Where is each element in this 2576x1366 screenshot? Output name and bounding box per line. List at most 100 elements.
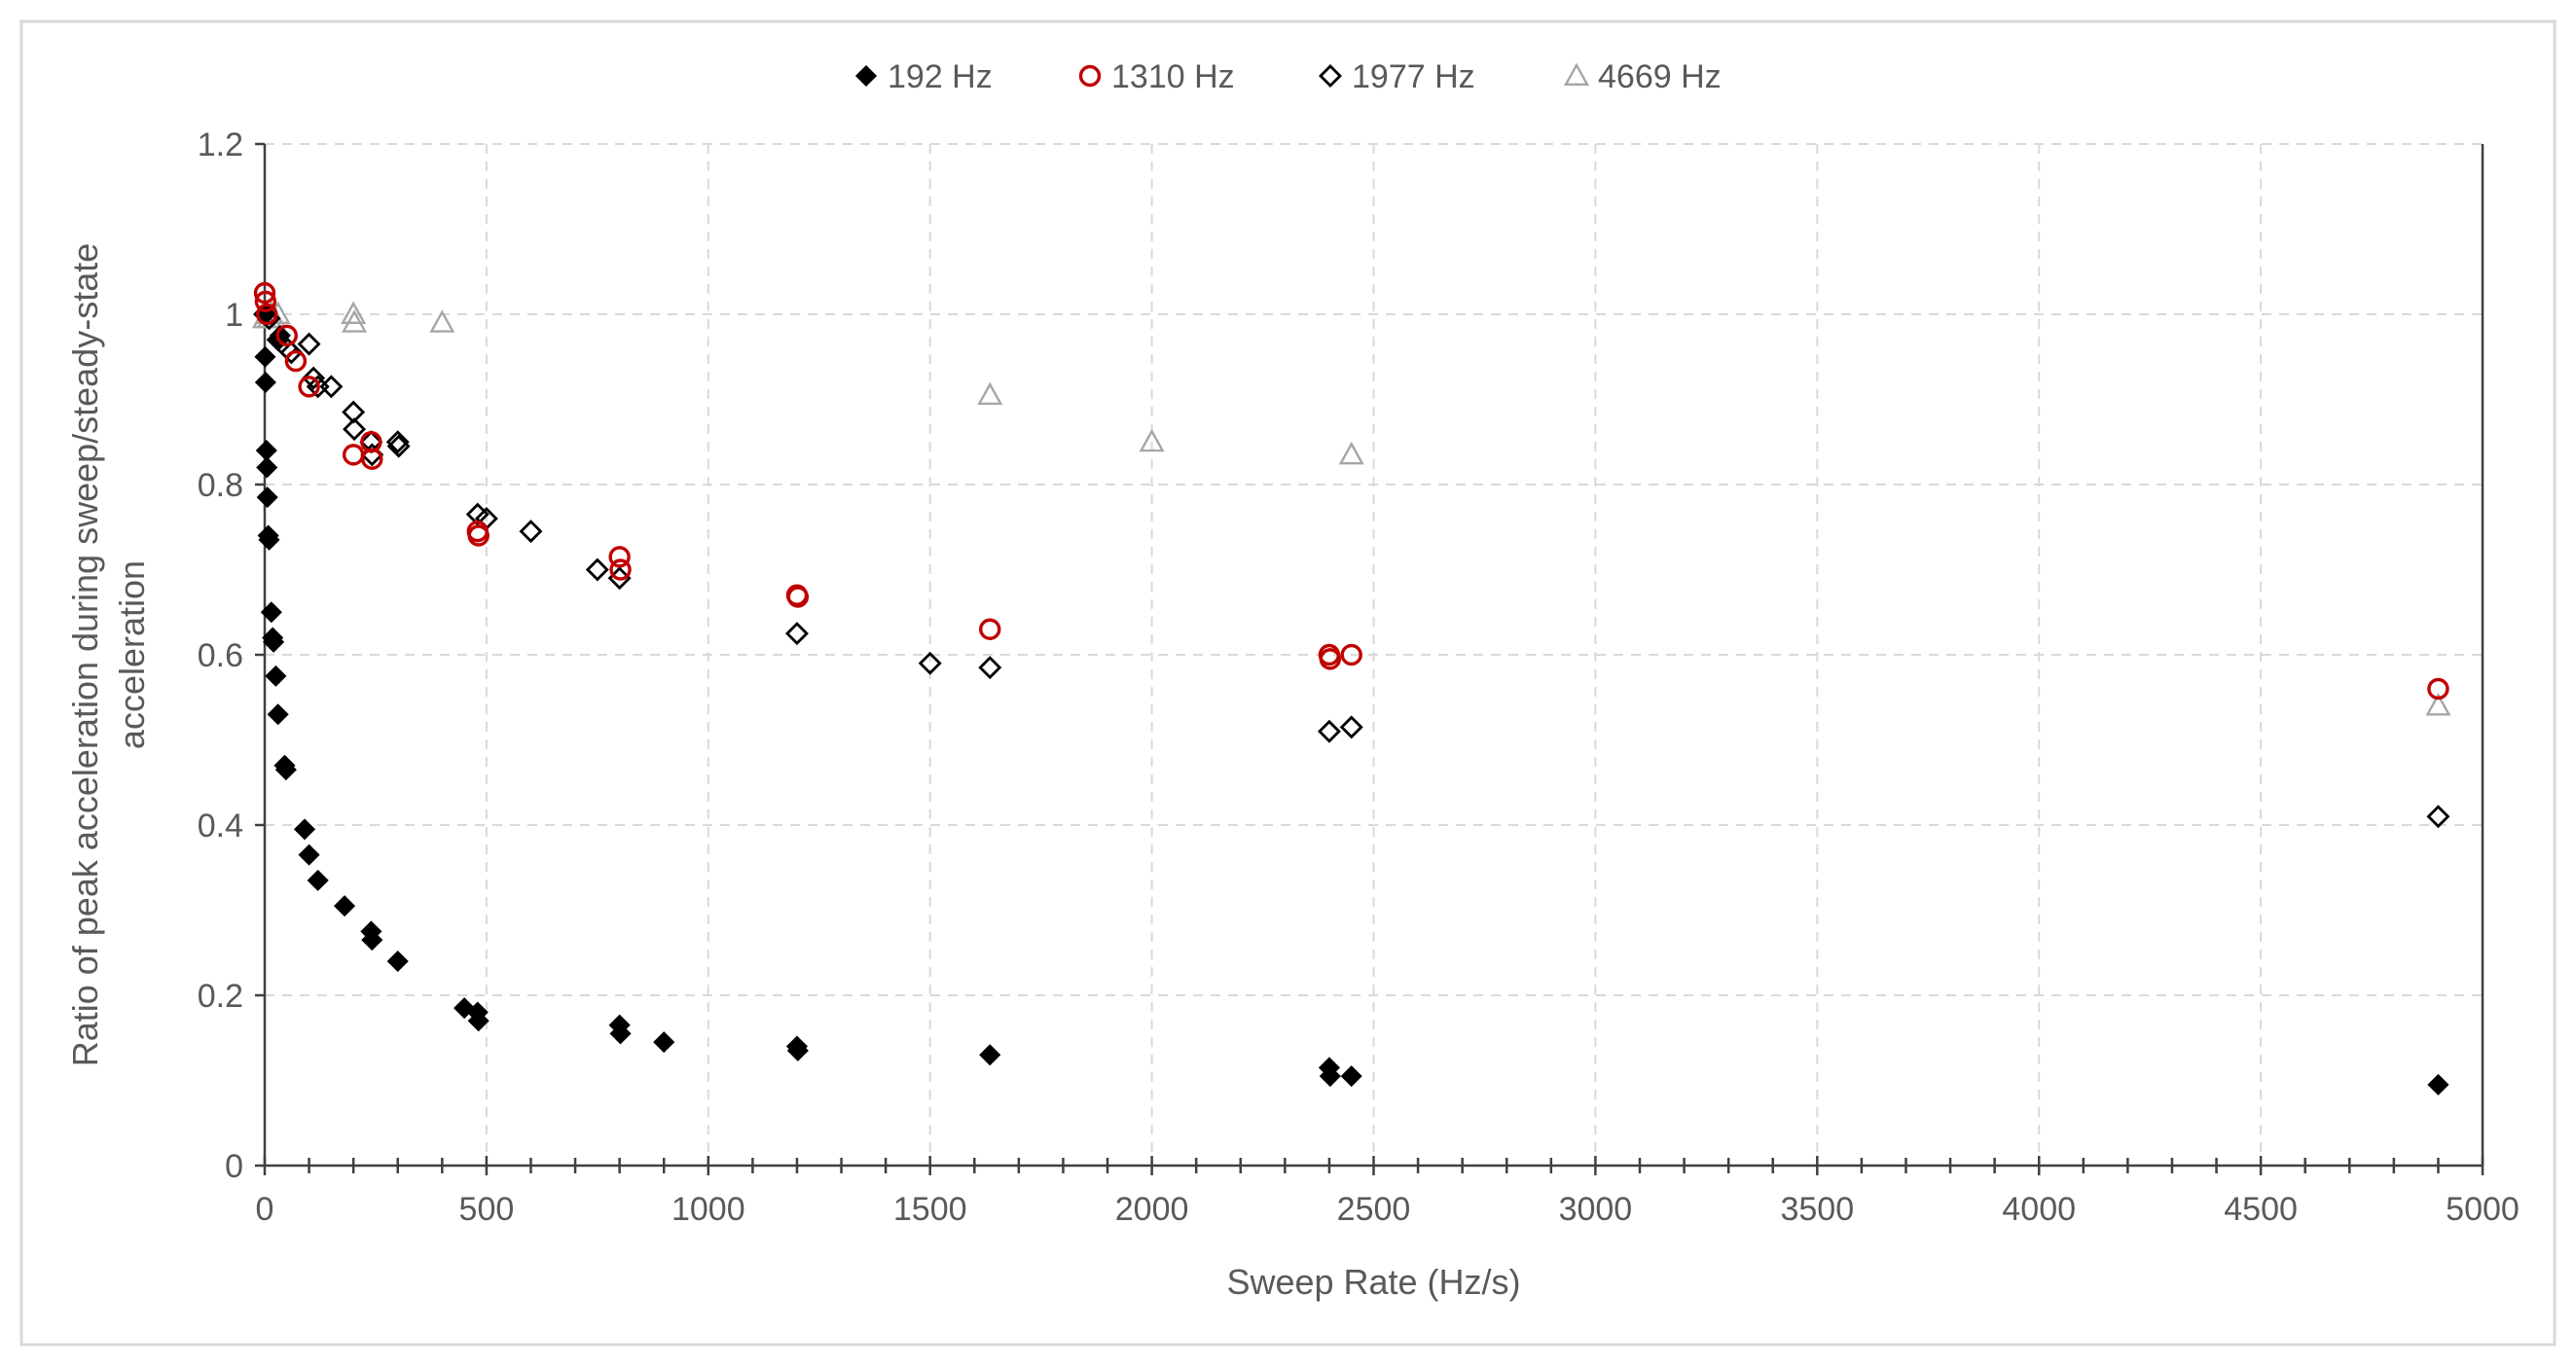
point-192-hz	[361, 929, 383, 952]
point-1977-hz	[978, 656, 1002, 680]
point-1977-hz	[319, 375, 344, 399]
point-1977-hz	[386, 434, 411, 458]
x-tick-label: 4500	[2224, 1191, 2298, 1228]
point-4669-hz	[429, 309, 455, 333]
point-1310-hz	[786, 586, 810, 608]
point-1310-hz	[467, 524, 490, 547]
point-192-hz	[979, 1044, 1001, 1066]
legend-marker-4669-hz	[1563, 62, 1590, 87]
point-1310-hz	[1340, 643, 1362, 666]
point-1977-hz	[343, 417, 367, 442]
y-tick-label: 1	[225, 297, 243, 334]
point-192-hz	[609, 1023, 632, 1045]
point-192-hz	[260, 601, 282, 624]
data-points	[251, 281, 2451, 1096]
y-axis-title-line: Ratio of peak acceleration during sweep/…	[65, 243, 105, 1067]
point-4669-hz	[342, 309, 368, 333]
point-1310-hz	[2427, 677, 2449, 701]
point-1977-hz	[385, 430, 410, 454]
x-tick-label: 3000	[1559, 1191, 1633, 1228]
point-1310-hz	[298, 376, 320, 398]
point-192-hz	[386, 950, 409, 973]
point-1310-hz	[284, 349, 308, 373]
point-1310-hz	[979, 618, 1001, 640]
legend-item-4669-hz: 4669 Hz	[1563, 58, 1722, 95]
x-tick-label: 5000	[2446, 1191, 2520, 1228]
x-tick-label: 500	[459, 1191, 515, 1228]
point-1977-hz	[1317, 719, 1341, 743]
legend-label: 4669 Hz	[1598, 58, 1722, 95]
legend-item-192-hz: 192 Hz	[854, 58, 993, 95]
point-192-hz	[2427, 1073, 2449, 1096]
point-192-hz	[256, 456, 278, 479]
point-1977-hz	[297, 332, 321, 356]
axis-titles: Sweep Rate (Hz/s) Ratio of peak accelerat…	[65, 243, 1521, 1302]
point-192-hz	[333, 895, 356, 917]
point-4669-hz	[1338, 441, 1364, 465]
x-tick-label: 2500	[1337, 1191, 1411, 1228]
point-1977-hz	[784, 622, 809, 646]
y-tick-label: 0.4	[198, 808, 243, 845]
point-192-hz	[254, 345, 276, 368]
legend-label: 192 Hz	[888, 58, 993, 95]
legend-label: 1310 Hz	[1111, 58, 1235, 95]
point-192-hz	[307, 869, 329, 891]
point-4669-hz	[2425, 693, 2451, 716]
y-axis-title: Ratio of peak acceleration during sweep/…	[65, 243, 152, 1067]
point-4669-hz	[341, 301, 367, 324]
y-tick-label: 0.2	[198, 978, 243, 1015]
axes: 0 0.2 0.4 0.6 0.8 1 1.2 0 500 1000 1500 2000 2500 300…	[198, 126, 2520, 1228]
y-tick-label: 1.2	[198, 126, 243, 163]
point-4669-hz	[1139, 428, 1165, 452]
point-1977-hz	[302, 366, 326, 390]
point-192-hz	[269, 324, 292, 346]
legend: 192 Hz 1310 Hz 1977 Hz 4669 Hz	[854, 58, 1722, 95]
legend-marker-1977-hz	[1319, 64, 1342, 88]
point-1310-hz	[608, 546, 631, 568]
y-tick-label: 0.6	[198, 637, 243, 674]
point-192-hz	[467, 1010, 490, 1032]
legend-marker-1310-hz	[1078, 64, 1102, 88]
point-192-hz	[293, 818, 316, 841]
point-192-hz	[258, 528, 280, 551]
point-192-hz	[653, 1031, 675, 1054]
point-1310-hz	[1319, 648, 1342, 670]
point-192-hz	[265, 665, 287, 687]
x-axis-title: Sweep Rate (Hz/s)	[1226, 1262, 1520, 1302]
point-1977-hz	[2426, 805, 2450, 829]
x-tick-label: 0	[256, 1191, 274, 1228]
point-192-hz	[263, 630, 285, 653]
point-192-hz	[298, 844, 320, 866]
legend-item-1977-hz: 1977 Hz	[1319, 58, 1475, 95]
legend-item-1310-hz: 1310 Hz	[1078, 58, 1235, 95]
point-1977-hz	[918, 651, 942, 675]
point-4669-hz	[977, 381, 1003, 406]
point-192-hz	[1319, 1065, 1341, 1088]
point-1310-hz	[256, 303, 278, 326]
point-1977-hz	[1339, 715, 1363, 739]
point-192-hz	[267, 703, 289, 726]
y-tick-label: 0.8	[198, 467, 243, 504]
x-tick-label: 2000	[1115, 1191, 1189, 1228]
point-1310-hz	[254, 290, 277, 313]
point-192-hz	[786, 1039, 809, 1061]
series-1310-hz	[253, 281, 2449, 701]
y-tick-label: 0	[225, 1148, 243, 1185]
point-192-hz	[274, 759, 297, 781]
x-tick-label: 1500	[893, 1191, 967, 1228]
point-1977-hz	[279, 341, 304, 365]
point-1977-hz	[519, 520, 543, 544]
y-axis-title-line: acceleration	[112, 560, 152, 749]
point-1310-hz	[275, 324, 298, 347]
legend-label: 1977 Hz	[1352, 58, 1475, 95]
point-192-hz	[1340, 1065, 1362, 1088]
chart-frame	[19, 19, 2557, 1347]
point-1310-hz	[253, 281, 276, 305]
point-1310-hz	[361, 448, 383, 470]
legend-marker-192-hz	[854, 64, 878, 88]
point-1977-hz	[585, 557, 609, 582]
x-tick-label: 4000	[2002, 1191, 2076, 1228]
point-192-hz	[254, 371, 276, 394]
